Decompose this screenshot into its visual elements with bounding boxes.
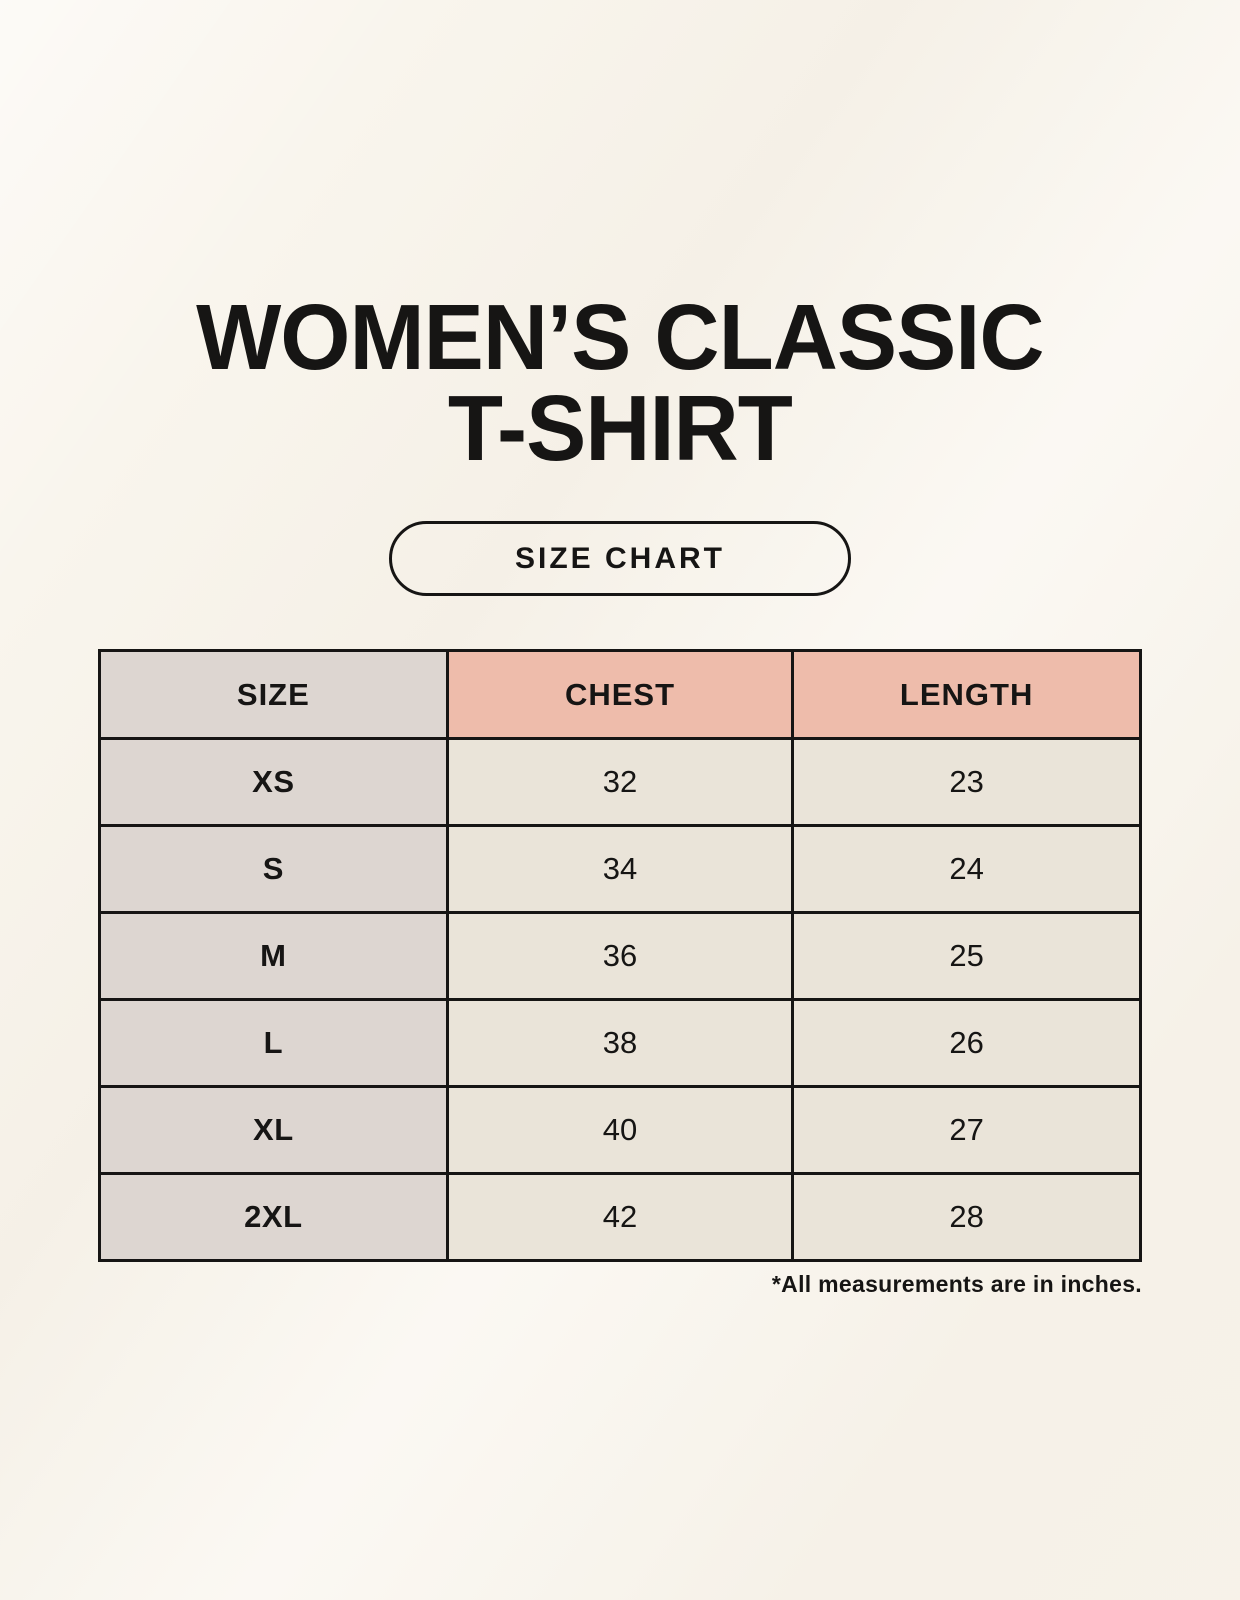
chest-cell: 32 [445, 737, 795, 827]
size-table: SIZE CHEST LENGTH XS 32 23 S 34 24 M 36 25 L 38 26 X… [98, 649, 1142, 1262]
size-cell: M [98, 911, 449, 1001]
chest-cell: 40 [445, 1085, 795, 1175]
size-chart-table: SIZE CHEST LENGTH XS 32 23 S 34 24 M 36 25 L 38 26 X… [98, 649, 1142, 1262]
length-cell: 26 [791, 998, 1142, 1088]
table-header: SIZE CHEST LENGTH [98, 649, 1142, 740]
table-row: S 34 24 [98, 824, 1142, 914]
size-cell: XS [98, 737, 449, 827]
chest-cell: 42 [445, 1172, 795, 1262]
size-cell: S [98, 824, 449, 914]
header-size: SIZE [98, 649, 449, 740]
size-chart-button[interactable]: SIZE CHART [389, 521, 851, 596]
table-row: M 36 25 [98, 911, 1142, 1001]
page-title: WOMEN’S CLASSIC T-SHIRT [196, 291, 1044, 475]
table-row: 2XL 42 28 [98, 1172, 1142, 1262]
chest-cell: 34 [445, 824, 795, 914]
table-row: XS 32 23 [98, 737, 1142, 827]
size-cell: XL [98, 1085, 449, 1175]
header-length: LENGTH [791, 649, 1142, 740]
length-cell: 25 [791, 911, 1142, 1001]
measurements-footnote: *All measurements are in inches. [771, 1271, 1142, 1297]
length-cell: 28 [791, 1172, 1142, 1262]
length-cell: 24 [791, 824, 1142, 914]
table-row: L 38 26 [98, 998, 1142, 1088]
header-chest: CHEST [445, 649, 795, 740]
size-cell: 2XL [98, 1172, 449, 1262]
page-title-line2: T-SHIRT [447, 376, 793, 480]
size-chart-button-label: SIZE CHART [515, 541, 725, 575]
size-cell: L [98, 998, 449, 1088]
table-row: XL 40 27 [98, 1085, 1142, 1175]
length-cell: 23 [791, 737, 1142, 827]
length-cell: 27 [791, 1085, 1142, 1175]
table-body: XS 32 23 S 34 24 M 36 25 L 38 26 XL 40 27 2XL 42 28 [98, 737, 1142, 1262]
page-title-line1: WOMEN’S CLASSIC [196, 285, 1044, 389]
header-row: SIZE CHEST LENGTH [98, 649, 1142, 740]
chest-cell: 38 [445, 998, 795, 1088]
chest-cell: 36 [445, 911, 795, 1001]
